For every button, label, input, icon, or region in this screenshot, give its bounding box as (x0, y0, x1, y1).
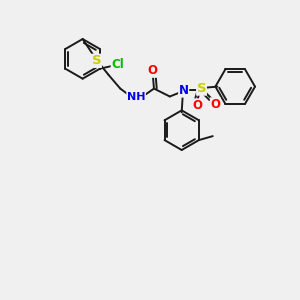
Text: NH: NH (127, 92, 146, 101)
Text: N: N (179, 84, 189, 97)
Text: Cl: Cl (111, 58, 124, 71)
Text: O: O (210, 98, 220, 111)
Text: S: S (197, 82, 206, 95)
Text: S: S (92, 54, 101, 67)
Text: O: O (193, 99, 202, 112)
Text: O: O (147, 64, 157, 77)
